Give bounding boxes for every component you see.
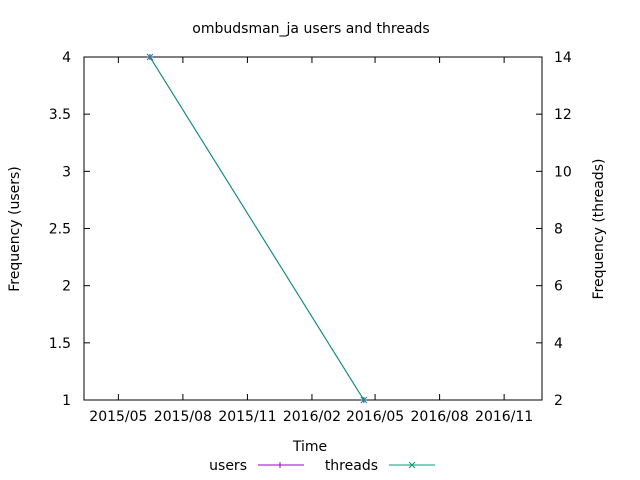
y-tick-label: 3.5 [49, 107, 71, 123]
y-tick-label: 2.5 [49, 222, 71, 238]
series-line-threads [149, 56, 365, 401]
plot-area [83, 56, 543, 401]
series-group [146, 53, 368, 404]
legend-marker-threads [408, 461, 416, 469]
legend-label-users: users [209, 458, 247, 474]
y2-axis-label: Frequency (threads) [591, 159, 607, 300]
y2-tick-label: 2 [554, 393, 563, 409]
chart-title: ombudsman_ja users and threads [192, 21, 429, 37]
x-tick-label: 2016/11 [475, 409, 533, 425]
y-tick-label: 3 [62, 164, 71, 180]
legend-marker-users [277, 462, 283, 468]
plot-frame [83, 56, 543, 401]
y2-tick-label: 8 [554, 222, 563, 238]
legend-label-threads: threads [325, 458, 378, 474]
x-tick-label: 2016/08 [411, 409, 469, 425]
x-tick-label: 2015/11 [218, 409, 276, 425]
y2-tick-label: 6 [554, 279, 563, 295]
x-tick-label: 2015/05 [89, 409, 147, 425]
y2-tick-label: 4 [554, 336, 563, 352]
y-tick-label: 2 [62, 279, 71, 295]
data-point-threads [146, 53, 154, 61]
y-tick-label: 4 [62, 50, 71, 66]
y2-tick-label: 12 [554, 107, 572, 123]
y-tick-label: 1 [62, 393, 71, 409]
x-axis-label: Time [292, 439, 327, 455]
axis-ticks: 1 1.5 2 2.5 3 3.5 4 2 4 6 8 10 12 14 2015/05 2015/08 201… [49, 50, 572, 425]
y-axis-label: Frequency (users) [7, 166, 23, 292]
y2-tick-label: 14 [554, 50, 572, 66]
x-tick-label: 2016/02 [283, 409, 341, 425]
x-tick-label: 2016/05 [346, 409, 404, 425]
y-tick-label: 1.5 [49, 336, 71, 352]
legend: users threads [209, 458, 435, 474]
x-tick-label: 2015/08 [154, 409, 212, 425]
data-point-threads [360, 396, 368, 404]
y2-tick-label: 10 [554, 164, 572, 180]
